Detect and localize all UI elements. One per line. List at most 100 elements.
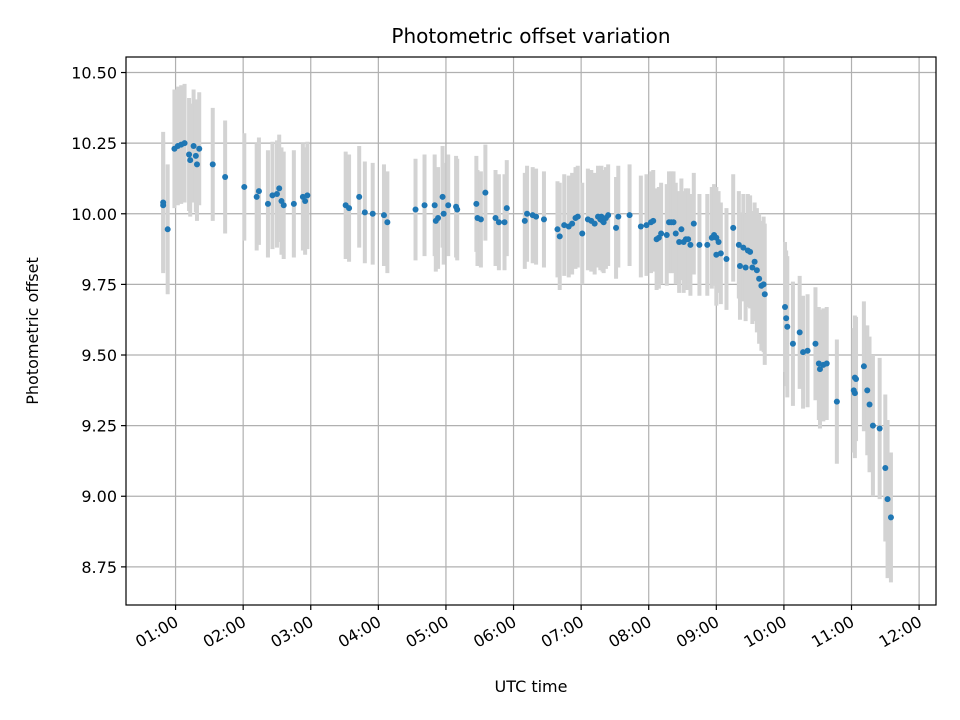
data-point [804, 347, 811, 354]
data-point [181, 140, 188, 147]
data-point [789, 340, 796, 347]
data-point [193, 161, 200, 168]
data-point [783, 315, 790, 322]
y-tick-label: 10.00 [71, 205, 117, 224]
y-tick-label: 10.25 [71, 134, 117, 153]
data-point [815, 360, 822, 367]
y-tick-label: 9.50 [81, 346, 117, 365]
data-point [533, 213, 540, 220]
data-point [445, 202, 452, 209]
data-point [756, 275, 763, 282]
data-point [833, 398, 840, 405]
y-tick-label: 10.50 [71, 64, 117, 83]
data-point [380, 212, 387, 219]
data-point [276, 185, 283, 192]
data-point [882, 465, 889, 471]
data-point [384, 219, 391, 226]
data-point [482, 189, 489, 196]
data-point [749, 264, 756, 271]
data-point [302, 198, 309, 205]
data-point [440, 210, 447, 217]
y-tick-label: 9.25 [81, 417, 117, 436]
data-point [812, 340, 819, 347]
data-point [853, 376, 860, 383]
data-point [477, 216, 484, 223]
data-point [753, 267, 760, 274]
data-point [190, 142, 197, 149]
data-point [556, 233, 563, 240]
data-point [421, 202, 428, 209]
data-point [524, 210, 531, 217]
data-point [715, 239, 722, 246]
data-point [186, 151, 193, 158]
data-point [730, 224, 737, 231]
data-point [670, 219, 677, 226]
data-point [540, 216, 547, 223]
data-point [264, 200, 271, 207]
data-point [672, 230, 679, 237]
data-point [663, 231, 670, 238]
data-point [717, 250, 724, 257]
y-tick-label: 9.00 [81, 487, 117, 506]
data-point [723, 255, 730, 262]
data-point [869, 422, 876, 429]
data-point [579, 230, 586, 237]
data-point [866, 401, 873, 408]
data-point [503, 205, 510, 212]
data-point [269, 192, 276, 199]
data-point [304, 192, 311, 199]
data-point [253, 193, 260, 200]
data-point [521, 217, 528, 224]
data-point [884, 496, 891, 503]
data-point [431, 202, 438, 209]
data-point [241, 183, 248, 190]
data-point [561, 222, 568, 229]
x-axis-label: UTC time [495, 677, 568, 696]
y-axis-label: Photometric offset [23, 257, 42, 405]
data-point [658, 230, 665, 237]
data-point [492, 215, 499, 222]
data-point [209, 161, 216, 168]
data-point [435, 215, 442, 222]
data-point [255, 188, 262, 195]
data-point [615, 213, 622, 220]
data-points [160, 140, 894, 521]
data-point [761, 291, 768, 298]
data-point [747, 248, 754, 255]
data-point [650, 217, 657, 224]
data-point [412, 206, 419, 213]
data-point [591, 220, 598, 227]
data-point [273, 191, 280, 197]
data-point [685, 236, 692, 243]
data-point [554, 226, 561, 233]
data-point [678, 226, 685, 233]
data-point [495, 219, 502, 226]
data-point [643, 222, 650, 229]
data-point [192, 152, 199, 159]
plot-frame [125, 56, 937, 606]
data-point [164, 226, 171, 233]
data-point [676, 239, 683, 246]
data-point [751, 258, 758, 265]
y-axis-ticks: 8.75 9.00 9.25 9.50 9.75 10.00 10.25 10.50 [71, 64, 126, 577]
data-point [736, 263, 743, 270]
data-point [222, 174, 229, 181]
data-point [626, 212, 633, 219]
data-point [760, 281, 767, 288]
data-point [613, 224, 620, 231]
data-point [569, 220, 576, 227]
data-point [346, 205, 353, 212]
data-point [369, 210, 376, 217]
y-tick-label: 8.75 [81, 558, 117, 577]
data-point [574, 213, 581, 220]
data-point [696, 241, 703, 248]
chart-title: Photometric offset variation [391, 24, 670, 48]
data-point [740, 244, 747, 251]
data-point [823, 360, 830, 367]
data-point [713, 251, 720, 258]
data-point [816, 366, 823, 373]
data-point [796, 329, 803, 336]
data-point [501, 219, 508, 226]
data-point [782, 303, 789, 310]
